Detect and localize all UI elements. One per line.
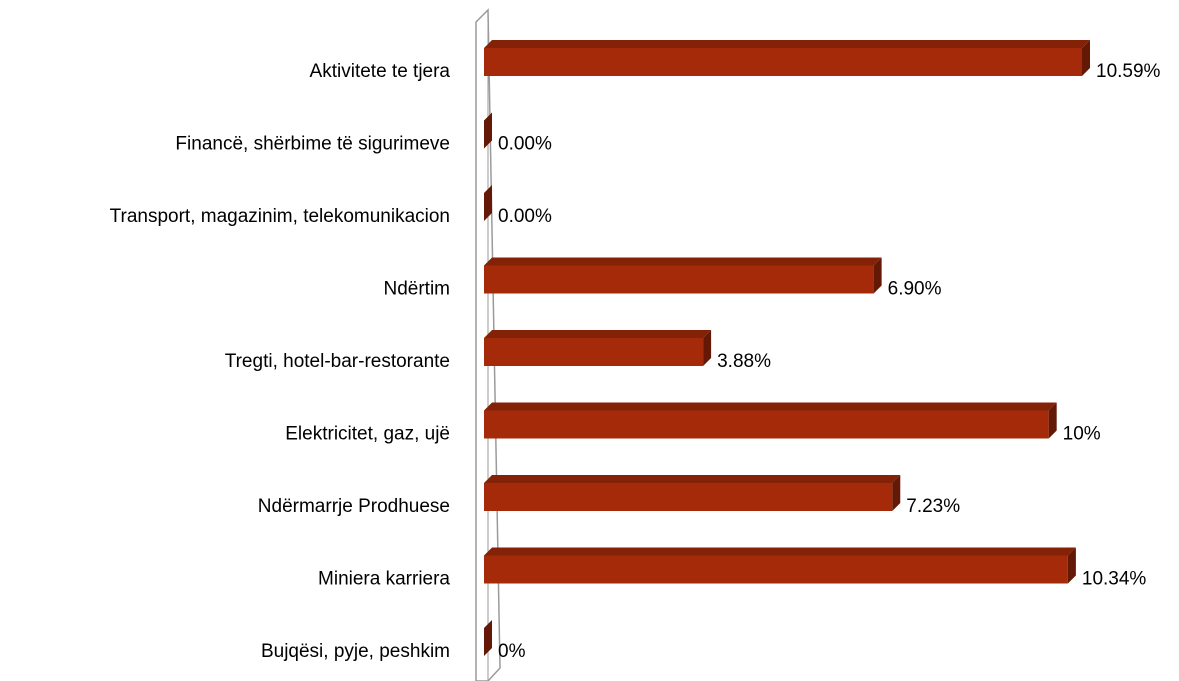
bar-side bbox=[1082, 40, 1090, 76]
axis-wall bbox=[475, 8, 501, 681]
category-label: Financë, shërbime të sigurimeve bbox=[175, 134, 450, 155]
bar-side bbox=[1048, 402, 1057, 439]
value-label: 0.00% bbox=[498, 134, 552, 155]
category-label: Ndërmarrje Prodhuese bbox=[258, 496, 450, 517]
category-label: Aktivitete te tjera bbox=[310, 61, 451, 82]
bar-top bbox=[484, 402, 1057, 411]
bar-top bbox=[484, 257, 882, 266]
bar-side bbox=[873, 257, 882, 294]
bar bbox=[484, 112, 492, 149]
value-label: 10.34% bbox=[1082, 569, 1147, 590]
category-label: Miniera karriera bbox=[318, 569, 450, 590]
value-label: 10% bbox=[1063, 424, 1101, 445]
bar-front bbox=[484, 338, 704, 366]
bar bbox=[484, 40, 1090, 76]
bar-front bbox=[484, 48, 1082, 76]
category-label: Tregti, hotel-bar-restorante bbox=[225, 351, 450, 372]
value-label: 7.23% bbox=[906, 496, 960, 517]
category-label: Ndërtim bbox=[383, 279, 450, 300]
bar bbox=[484, 475, 901, 511]
bar-side bbox=[703, 330, 712, 366]
bar-side bbox=[892, 475, 901, 511]
bar-front bbox=[484, 483, 893, 511]
bar bbox=[484, 402, 1057, 439]
bar-side bbox=[484, 185, 492, 221]
bar bbox=[484, 620, 492, 656]
category-label: Elektricitet, gaz, ujë bbox=[285, 424, 450, 445]
bar-front bbox=[484, 410, 1049, 439]
value-label: 0% bbox=[498, 641, 526, 662]
bar bbox=[484, 257, 882, 294]
bar-side bbox=[1067, 547, 1076, 584]
bar-front bbox=[484, 265, 874, 294]
bar-top bbox=[484, 40, 1090, 48]
value-label: 3.88% bbox=[717, 351, 771, 372]
bar-side bbox=[484, 112, 492, 149]
category-label: Transport, magazinim, telekomunikacion bbox=[110, 206, 450, 227]
value-label: 0.00% bbox=[498, 206, 552, 227]
category-label: Bujqësi, pyje, peshkim bbox=[261, 641, 450, 662]
bar-side bbox=[484, 620, 492, 656]
bar bbox=[484, 185, 492, 221]
bar-front bbox=[484, 555, 1068, 584]
value-label: 6.90% bbox=[888, 279, 942, 300]
value-label: 10.59% bbox=[1096, 61, 1161, 82]
bar-top bbox=[484, 330, 712, 338]
bar-top bbox=[484, 475, 901, 483]
bar bbox=[484, 547, 1076, 584]
bar-top bbox=[484, 547, 1076, 556]
bar bbox=[484, 330, 712, 366]
